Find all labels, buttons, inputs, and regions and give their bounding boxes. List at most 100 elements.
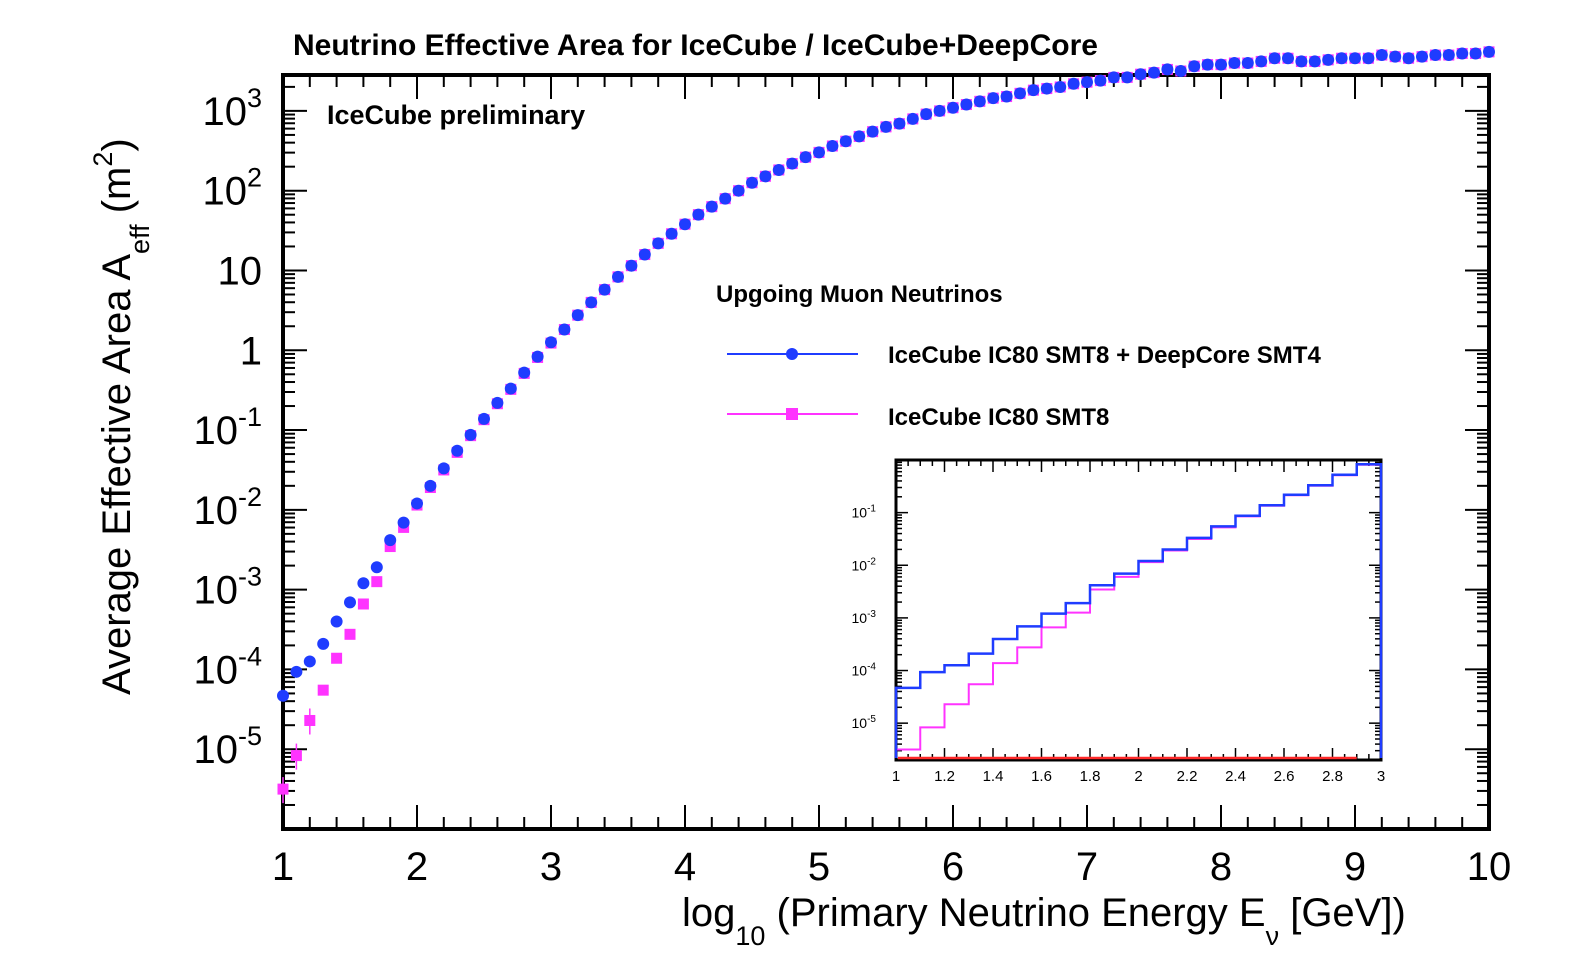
point-ic80-smt8: [277, 783, 289, 795]
y-axis-label-main: Average Effective Area A: [95, 254, 139, 695]
y-axis-label: Average Effective Area Aeff (m2): [88, 138, 155, 695]
point-ic80-deepcore: [813, 146, 825, 159]
x-axis-label-main: log: [682, 891, 735, 935]
point-ic80-deepcore: [1255, 55, 1268, 68]
point-ic80-deepcore: [1335, 52, 1348, 65]
point-ic80-deepcore: [1456, 47, 1469, 60]
point-ic80-deepcore: [1054, 80, 1067, 93]
point-ic80-deepcore: [317, 637, 330, 650]
point-ic80-deepcore: [1268, 52, 1281, 65]
inset-y-tick-label: 10-2: [852, 556, 877, 573]
point-ic80-deepcore: [585, 296, 598, 309]
inset-x-tick-label: 2.6: [1274, 768, 1295, 785]
inset-x-tick-labels: 1 1.2 1.4 1.6 1.8 2 2.2 2.4 2.6 2.8 3: [892, 768, 1385, 785]
inset-x-tick-label: 2.2: [1177, 768, 1198, 785]
point-ic80-deepcore: [1349, 52, 1361, 65]
y-axis-label-rest: (m: [95, 167, 139, 225]
point-ic80-deepcore: [987, 92, 1000, 105]
legend-label-blue: IceCube IC80 SMT8 + DeepCore SMT4: [888, 342, 1321, 369]
x-tick-label: 2: [406, 845, 428, 889]
point-ic80-deepcore: [290, 665, 303, 678]
x-axis-label-end: [GeV]): [1279, 891, 1406, 935]
point-ic80-deepcore: [1040, 82, 1053, 95]
point-ic80-smt8: [384, 541, 396, 553]
point-ic80-deepcore: [652, 237, 665, 250]
x-axis-label: log10 (Primary Neutrino Energy Eν [GeV]): [682, 891, 1406, 951]
point-ic80-deepcore: [1228, 57, 1241, 70]
legend-marker-blue: [786, 348, 798, 360]
point-ic80-deepcore: [1241, 57, 1254, 70]
point-ic80-deepcore: [277, 689, 289, 702]
point-ic80-deepcore: [571, 309, 584, 322]
x-tick-label: 8: [1210, 845, 1232, 889]
point-ic80-deepcore: [1134, 68, 1147, 81]
inset-x-tick-label: 1.2: [934, 768, 955, 785]
x-axis-tick-labels: 1 2 3 4 5 6 7 8 9 10: [272, 845, 1511, 889]
point-ic80-deepcore: [732, 184, 745, 197]
point-ic80-deepcore: [357, 577, 370, 590]
y-axis-ticks: [283, 85, 1489, 830]
y-tick-label: 10-4: [193, 641, 262, 692]
point-ic80-deepcore: [625, 259, 638, 272]
legend-label-magenta: IceCube IC80 SMT8: [888, 404, 1109, 431]
point-ic80-deepcore: [1322, 53, 1335, 66]
point-ic80-smt8: [371, 576, 383, 588]
point-ic80-deepcore: [598, 283, 611, 296]
point-ic80-deepcore: [1282, 52, 1294, 65]
inset-x-tick-label: 3: [1377, 768, 1385, 785]
point-ic80-deepcore: [1121, 71, 1134, 84]
x-tick-label: 7: [1076, 845, 1098, 889]
x-tick-label: 6: [942, 845, 964, 889]
point-ic80-deepcore: [1469, 47, 1482, 60]
point-ic80-deepcore: [397, 516, 410, 529]
inset-y-tick-label: 10-3: [852, 609, 877, 626]
point-ic80-deepcore: [679, 218, 691, 231]
point-ic80-deepcore: [464, 428, 477, 441]
point-ic80-deepcore: [1107, 71, 1120, 84]
point-ic80-smt8: [304, 714, 316, 726]
point-ic80-deepcore: [772, 163, 785, 176]
inset-y-tick-label: 10-4: [852, 662, 877, 679]
inset-x-tick-label: 2.8: [1322, 768, 1343, 785]
point-ic80-deepcore: [558, 323, 571, 336]
point-ic80-deepcore: [960, 98, 973, 111]
point-ic80-deepcore: [330, 615, 343, 628]
y-tick-label: 10: [218, 249, 263, 293]
point-ic80-deepcore: [531, 350, 544, 363]
point-ic80-deepcore: [786, 157, 799, 170]
point-ic80-deepcore: [1429, 49, 1442, 62]
inset-frame: [894, 458, 1383, 762]
point-ic80-deepcore: [1081, 76, 1093, 89]
point-ic80-deepcore: [1148, 66, 1160, 79]
legend-title: Upgoing Muon Neutrinos: [716, 281, 1003, 308]
y-tick-label: 103: [202, 83, 262, 134]
point-ic80-smt8: [317, 684, 329, 696]
y-axis-label-sup: 2: [88, 152, 118, 167]
point-ic80-smt8: [344, 628, 356, 640]
point-ic80-deepcore: [866, 125, 879, 138]
point-ic80-deepcore: [746, 176, 758, 189]
point-ic80-deepcore: [504, 382, 517, 395]
point-ic80-deepcore: [1308, 55, 1321, 68]
point-ic80-deepcore: [1215, 58, 1227, 71]
point-ic80-deepcore: [1188, 60, 1201, 73]
inset-y-tick-label: 10-1: [852, 504, 877, 521]
point-ic80-deepcore: [665, 227, 678, 240]
point-ic80-deepcore: [973, 95, 986, 108]
point-ic80-deepcore: [424, 479, 437, 492]
inset-x-tick-label: 1.4: [983, 768, 1004, 785]
x-axis-label-sub: 10: [735, 921, 765, 951]
point-ic80-deepcore: [1389, 50, 1402, 63]
x-axis-ticks: [282, 75, 1490, 829]
point-ic80-smt8: [290, 750, 302, 762]
point-ic80-deepcore: [303, 655, 316, 668]
point-ic80-deepcore: [933, 104, 946, 117]
point-ic80-deepcore: [545, 336, 557, 349]
point-ic80-deepcore: [638, 248, 651, 261]
legend: Upgoing Muon Neutrinos IceCube IC80 SMT8…: [716, 281, 1321, 431]
point-ic80-smt8: [331, 652, 343, 664]
point-ic80-deepcore: [1402, 52, 1415, 65]
point-ic80-deepcore: [1362, 52, 1375, 65]
point-ic80-deepcore: [853, 130, 866, 143]
point-ic80-deepcore: [692, 208, 705, 221]
